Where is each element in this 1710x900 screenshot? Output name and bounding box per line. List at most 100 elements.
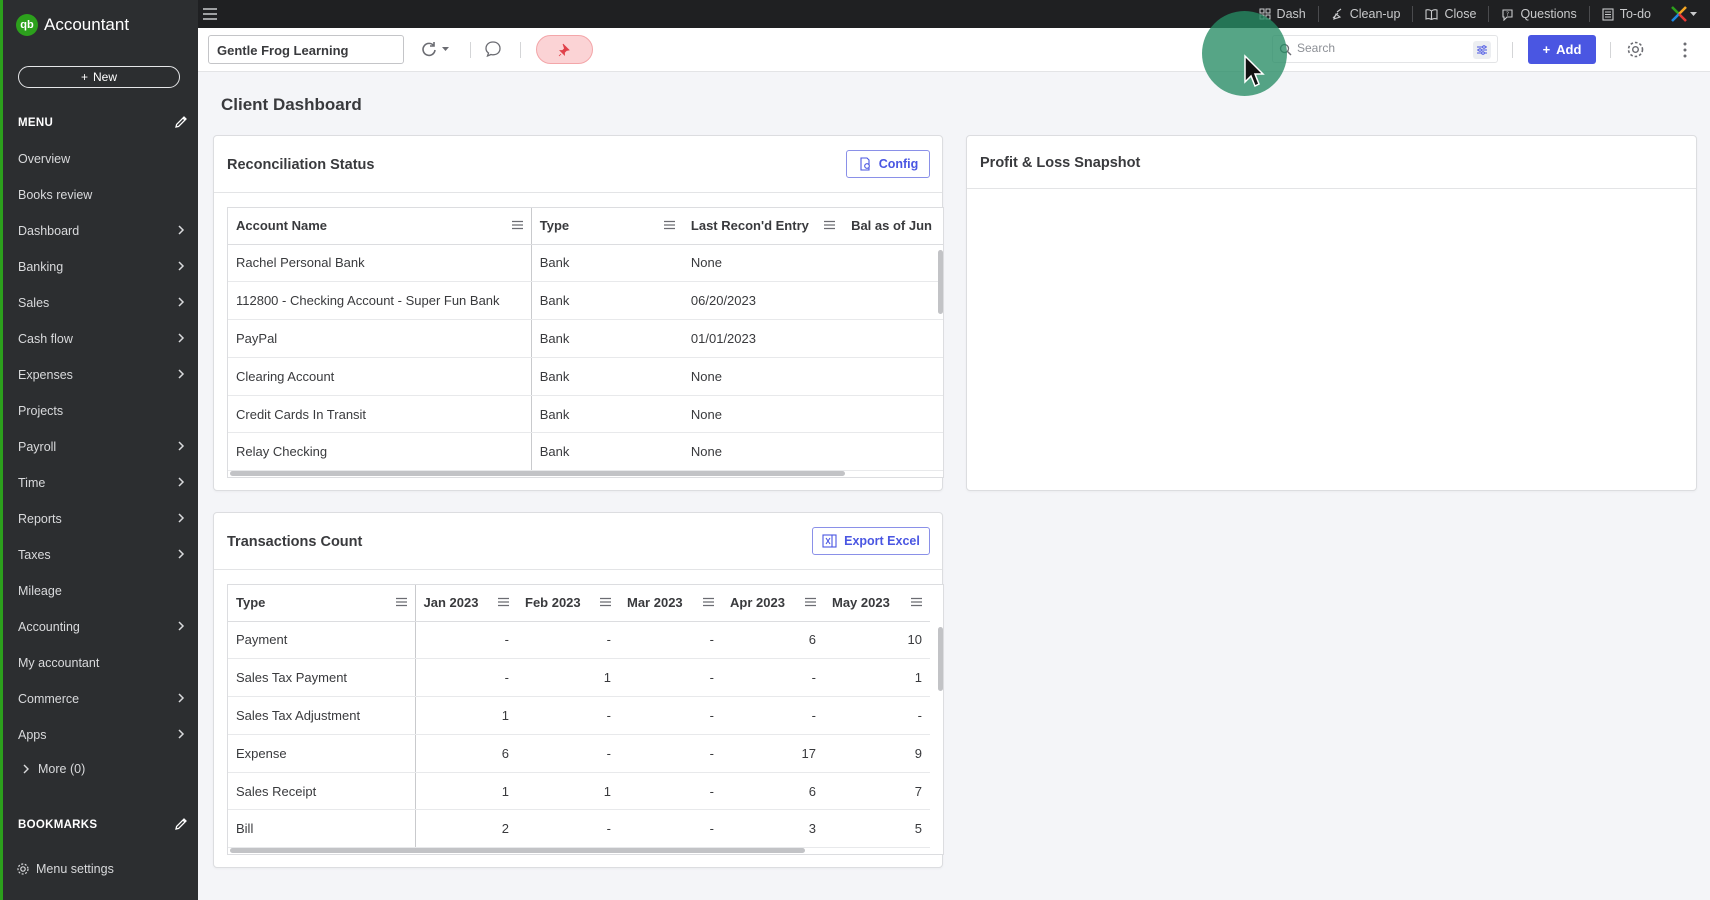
horizontal-scrollbar[interactable] xyxy=(230,848,805,853)
column-header[interactable]: Account Name xyxy=(228,208,532,245)
sidebar-item-overview[interactable]: Overview xyxy=(0,141,198,177)
more-label: More (0) xyxy=(38,762,86,776)
sidebar-item-banking[interactable]: Banking xyxy=(0,249,198,285)
column-header[interactable]: Mar 2023 xyxy=(619,585,722,622)
horizontal-scrollbar[interactable] xyxy=(230,471,845,476)
column-header-label: Account Name xyxy=(236,218,328,234)
table-row[interactable]: 112800 - Checking Account - Super Fun Ba… xyxy=(228,281,943,321)
table-row[interactable]: Payment - - -6 10 xyxy=(228,621,930,660)
sidebar-item-my-accountant[interactable]: My accountant xyxy=(0,645,198,681)
sidebar-item-mileage[interactable]: Mileage xyxy=(0,573,198,609)
sidebar-item-reports[interactable]: Reports xyxy=(0,501,198,537)
sidebar-item-apps[interactable]: Apps xyxy=(0,717,198,753)
sidebar-item-label: Projects xyxy=(18,404,64,418)
app-logo[interactable]: qb Accountant xyxy=(16,14,129,36)
table-row[interactable]: Expense 6- -17 9 xyxy=(228,734,930,773)
settings-gear-icon[interactable] xyxy=(1626,40,1645,59)
column-header[interactable]: Jan 2023 xyxy=(415,585,517,622)
edit-bookmarks-pencil-icon[interactable] xyxy=(173,816,189,832)
table-row[interactable]: Rachel Personal Bank Bank None xyxy=(228,244,943,283)
column-header[interactable]: Type xyxy=(228,585,416,622)
sidebar-item-commerce[interactable]: Commerce xyxy=(0,681,198,717)
export-excel-button[interactable]: Export Excel xyxy=(812,527,930,555)
chevron-down-icon[interactable] xyxy=(1689,10,1698,18)
table-row[interactable]: Bill 2- -3 5 xyxy=(228,809,930,849)
table-row[interactable]: Clearing Account Bank None xyxy=(228,357,943,396)
column-header[interactable]: Last Recon'd Entry xyxy=(682,208,844,245)
column-header-label: Feb 2023 xyxy=(525,595,581,611)
column-menu-icon[interactable] xyxy=(911,597,922,607)
pin-task-button[interactable] xyxy=(536,35,593,64)
column-menu-icon[interactable] xyxy=(703,597,714,607)
column-header[interactable]: Bal as of Jun xyxy=(843,208,943,245)
reconciliation-grid: Account Name Type Last Recon'd Entry Bal… xyxy=(227,207,944,478)
sidebar-item-label: Taxes xyxy=(18,548,51,562)
table-row[interactable]: Relay Checking Bank None xyxy=(228,432,943,472)
table-row[interactable]: Sales Tax Payment -1- -1 xyxy=(228,658,930,698)
sidebar-item-payroll[interactable]: Payroll xyxy=(0,429,198,465)
sidebar-item-label: Accounting xyxy=(18,620,80,634)
bookmarks-section-label: BOOKMARKS xyxy=(18,819,98,831)
refresh-icon xyxy=(422,42,436,57)
sidebar-item-time[interactable]: Time xyxy=(0,465,198,501)
sidebar-item-accounting[interactable]: Accounting xyxy=(0,609,198,645)
column-menu-icon[interactable] xyxy=(395,597,407,607)
sidebar-item-cash-flow[interactable]: Cash flow xyxy=(0,321,198,357)
hamburger-menu-icon[interactable] xyxy=(202,7,218,21)
sidebar-item-sales[interactable]: Sales xyxy=(0,285,198,321)
refresh-menu[interactable] xyxy=(420,40,450,58)
card-divider xyxy=(967,188,1696,189)
type-cell: Bank xyxy=(531,357,683,396)
chevron-right-icon xyxy=(178,621,185,631)
count-cell: 1 xyxy=(415,772,517,811)
account-name-cell: 112800 - Checking Account - Super Fun Ba… xyxy=(228,281,532,321)
column-menu-icon[interactable] xyxy=(663,220,675,230)
search-input[interactable] xyxy=(1297,41,1462,55)
sidebar-item-taxes[interactable]: Taxes xyxy=(0,537,198,573)
sidebar-item-projects[interactable]: Projects xyxy=(0,393,198,429)
top-link-questions[interactable]: ? Questions xyxy=(1489,6,1590,22)
sidebar-item-dashboard[interactable]: Dashboard xyxy=(0,213,198,249)
menu-settings-link[interactable]: Menu settings xyxy=(16,862,114,876)
chat-icon[interactable] xyxy=(484,40,502,58)
sidebar-item-books-review[interactable]: Books review xyxy=(0,177,198,213)
column-header-label: Jan 2023 xyxy=(423,595,479,611)
column-menu-icon[interactable] xyxy=(600,597,611,607)
config-button[interactable]: Config xyxy=(846,150,930,178)
table-row[interactable]: Sales Tax Adjustment 1- - - - xyxy=(228,696,930,735)
count-cell: - xyxy=(722,696,824,735)
table-row[interactable]: PayPal Bank 01/01/2023 xyxy=(228,319,943,358)
add-button[interactable]: + Add xyxy=(1528,35,1596,64)
top-link-close[interactable]: Close xyxy=(1413,6,1490,22)
search-filter-button[interactable] xyxy=(1473,41,1491,59)
vertical-scrollbar[interactable] xyxy=(938,250,943,314)
column-header[interactable]: Apr 2023 xyxy=(722,585,824,622)
client-selector[interactable]: Gentle Frog Learning xyxy=(208,35,404,64)
column-menu-icon[interactable] xyxy=(805,597,816,607)
sidebar-item-expenses[interactable]: Expenses xyxy=(0,357,198,393)
column-menu-icon[interactable] xyxy=(511,220,523,230)
reconciliation-status-card: Reconciliation Status Config Account Nam… xyxy=(213,135,944,491)
edit-menu-pencil-icon[interactable] xyxy=(173,114,189,130)
count-cell: - xyxy=(722,658,824,698)
mouse-cursor-icon xyxy=(1244,54,1265,88)
column-menu-icon[interactable] xyxy=(824,220,836,230)
sidebar-item-label: Commerce xyxy=(18,692,80,706)
count-cell: 1 xyxy=(415,696,517,735)
more-options-kebab-icon[interactable] xyxy=(1682,40,1688,60)
app-switcher-icon[interactable] xyxy=(1669,4,1689,24)
column-menu-icon[interactable] xyxy=(498,597,509,607)
count-cell: 7 xyxy=(824,772,930,811)
more-toggle[interactable]: More (0) xyxy=(22,762,85,776)
table-row[interactable]: Sales Receipt 1 1-6 7 xyxy=(228,772,930,811)
new-button[interactable]: + New xyxy=(18,66,180,88)
transactions-grid: Type Jan 2023 Feb 2023 Mar 2023 Apr 2023… xyxy=(227,584,944,855)
column-header[interactable]: Type xyxy=(531,208,683,245)
top-link-to-do[interactable]: To-do xyxy=(1590,6,1663,22)
top-link-clean-up[interactable]: Clean-up xyxy=(1319,6,1414,22)
table-row[interactable]: Credit Cards In Transit Bank None xyxy=(228,395,943,434)
vertical-scrollbar[interactable] xyxy=(938,627,943,691)
column-header[interactable]: Feb 2023 xyxy=(517,585,619,622)
count-cell: 6 xyxy=(415,734,517,773)
column-header[interactable]: May 2023 xyxy=(824,585,930,622)
